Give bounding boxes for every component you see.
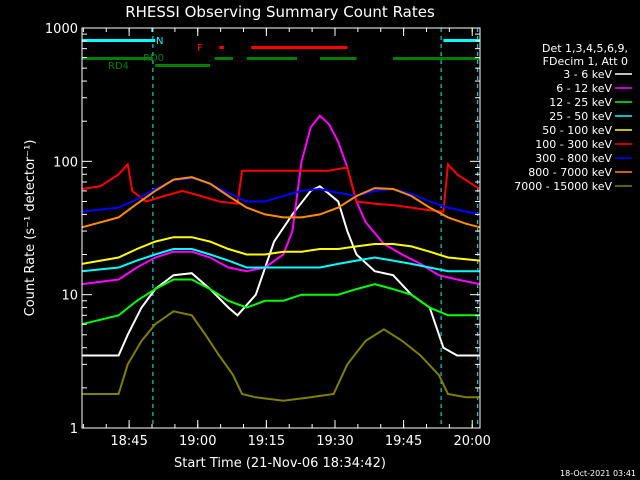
legend-entry: 6 - 12 keV [556,82,612,95]
legend-entry: 100 - 300 keV [535,138,612,151]
x-tick-label: 19:45 [385,434,422,449]
legend-entry: 3 - 6 keV [563,68,612,81]
marker-bar [443,39,480,42]
marker-bar [82,39,156,42]
footer-date: 18-Oct-2021 03:41 [560,469,636,478]
marker-label: N [156,36,163,47]
legend-entry: 25 - 50 keV [549,110,612,123]
series-line [82,310,480,402]
marker-bar [155,64,211,67]
legend-entry: 50 - 100 keV [542,124,612,137]
marker-bar [214,57,233,60]
legend-header: Det 1,3,4,5,6,9, [542,42,628,55]
legend-header: FDecim 1, Att 0 [543,55,628,68]
marker-bar [251,46,348,49]
plot-frame [81,27,481,429]
legend-entry: 300 - 800 keV [535,152,612,165]
series-line [81,114,481,286]
x-axis-label: Start Time (21-Nov-06 18:34:42) [174,456,386,471]
x-tick-label: 20:00 [453,434,490,449]
y-axis: 1 10 100 1000 [45,22,480,437]
marker-label: RD4 [108,61,129,72]
series-line [81,278,480,326]
legend: Det 1,3,4,5,6,9,FDecim 1, Att 03 - 6 keV… [514,42,632,193]
marker-label: RD0 [143,53,164,64]
plot-area: N F RD0 RD4 [81,28,481,428]
x-tick-label: 19:15 [248,434,285,449]
chart-title: RHESSI Observing Summary Count Rates [125,3,435,21]
x-tick-label: 19:30 [316,434,353,449]
marker-bar [246,57,298,60]
marker-bar [319,57,357,60]
marker-bar [393,57,480,60]
x-tick-label: 18:45 [110,434,147,449]
y-axis-label: Count Rate (s⁻¹ detector⁻¹) [23,140,38,317]
x-axis: 18:45 19:00 19:15 19:30 19:45 20:00 [82,28,491,449]
y-tick-label: 10 [61,289,78,304]
y-tick-label: 1 [70,422,78,437]
legend-entry: 12 - 25 keV [549,96,612,109]
y-tick-label: 1000 [45,22,78,37]
series-line [81,176,481,229]
series-line [81,161,481,213]
legend-entry: 7000 - 15000 keV [514,180,612,193]
legend-entry: 800 - 7000 keV [528,166,612,179]
marker-bar [82,57,153,60]
marker-label: F [197,43,203,54]
series-line [81,248,480,273]
x-tick-label: 19:00 [179,434,216,449]
series-line [81,236,481,265]
marker-bar [219,46,224,49]
y-tick-label: 100 [53,155,78,170]
